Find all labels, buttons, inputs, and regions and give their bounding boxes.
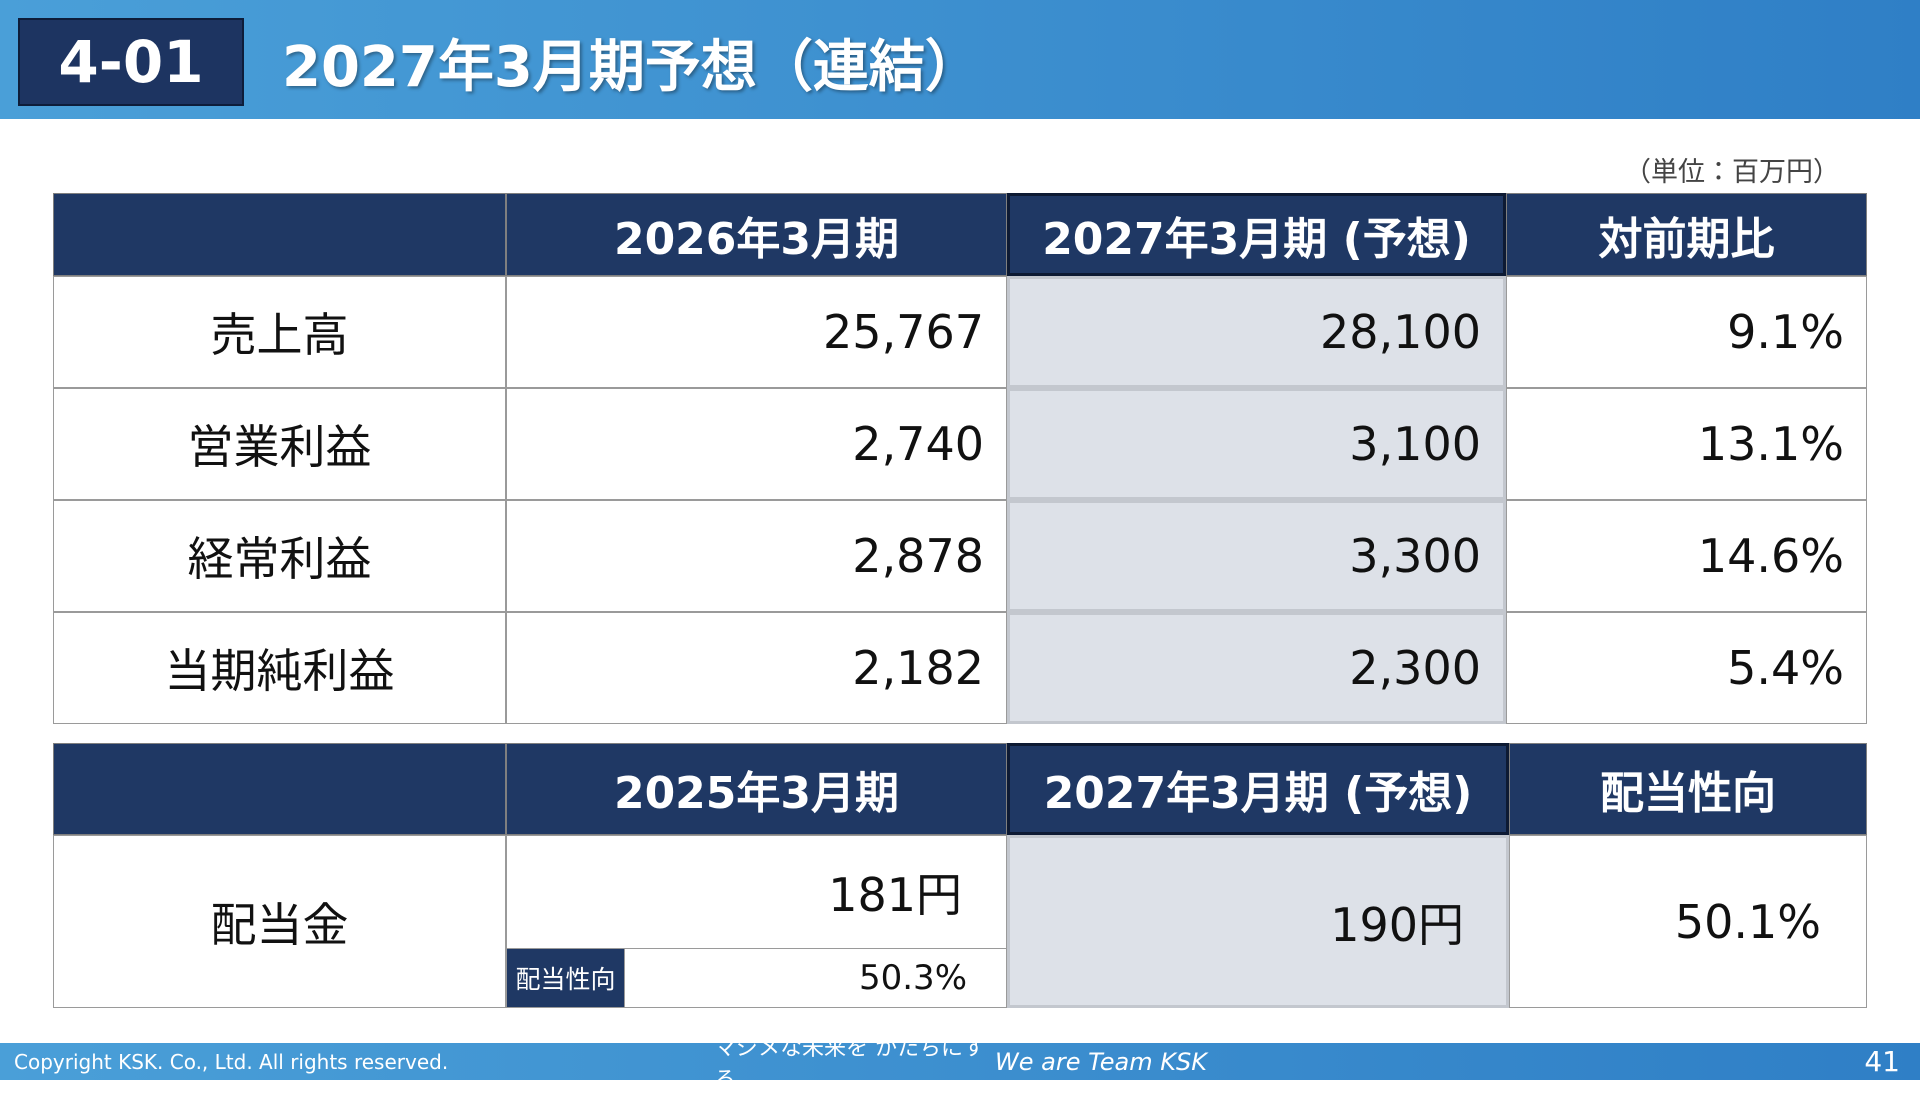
row-label: 営業利益: [53, 388, 506, 500]
row-label: 配当金: [53, 835, 506, 1008]
header-cell: [53, 193, 506, 276]
value-cell: 14.6%: [1506, 500, 1867, 612]
copyright: Copyright KSK. Co., Ltd. All rights rese…: [14, 1049, 449, 1074]
column-header: 対前期比: [1506, 193, 1867, 276]
previous-payout-label: 配当性向: [506, 948, 625, 1008]
header-bar: [0, 0, 1920, 119]
header-cell: [53, 743, 506, 835]
slogan: マジメな未来を かたちにする: [714, 1035, 986, 1093]
column-header: 2025年3月期: [506, 743, 1007, 835]
value-cell: 2,878: [506, 500, 1007, 612]
unit-note: （単位：百万円）: [1624, 157, 1840, 188]
footer-bar: [0, 1043, 1920, 1080]
value-cell: 5.4%: [1506, 612, 1867, 724]
row-label: 経常利益: [53, 500, 506, 612]
column-header: 2026年3月期: [506, 193, 1007, 276]
value-cell: 2,300: [1007, 612, 1506, 724]
forecast-dividend: 190円: [1007, 835, 1509, 1008]
value-cell: 3,300: [1007, 500, 1506, 612]
value-cell: 3,100: [1007, 388, 1506, 500]
value-cell: 13.1%: [1506, 388, 1867, 500]
previous-payout: 50.3%: [858, 958, 967, 998]
value-cell: 2,740: [506, 388, 1007, 500]
column-header: 2027年3月期 (予想): [1007, 743, 1509, 835]
slide-title: 2027年3月期予想（連結）: [282, 34, 981, 100]
previous-dividend: 181円: [828, 867, 962, 922]
page-number: 41: [1864, 1045, 1900, 1078]
value-cell: 25,767: [506, 276, 1007, 388]
column-header: 2027年3月期 (予想): [1007, 193, 1506, 276]
value-cell: 28,100: [1007, 276, 1506, 388]
value-cell: 2,182: [506, 612, 1007, 724]
row-label: 当期純利益: [53, 612, 506, 724]
value-cell: 9.1%: [1506, 276, 1867, 388]
tagline: We are Team KSK: [995, 1047, 1207, 1076]
column-header: 配当性向: [1509, 743, 1867, 835]
payout-ratio: 50.1%: [1509, 835, 1867, 1008]
section-badge: 4-01: [18, 18, 244, 106]
row-label: 売上高: [53, 276, 506, 388]
